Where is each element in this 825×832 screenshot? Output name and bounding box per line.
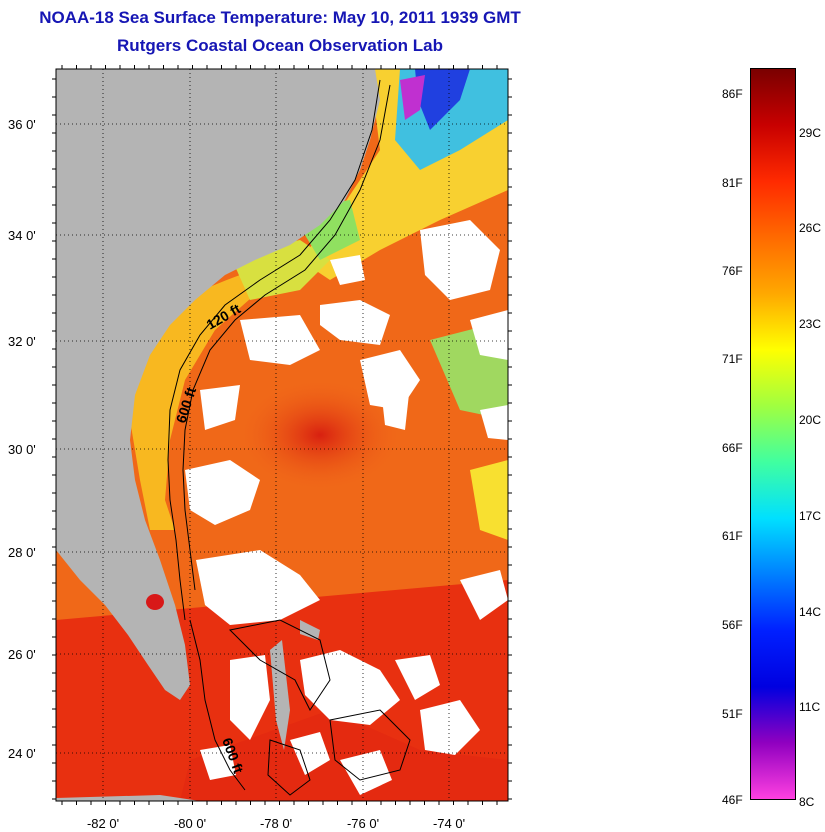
cloud-cover (185, 220, 508, 795)
lake-okeechobee (146, 594, 164, 610)
map-frame (55, 68, 509, 802)
colorbar-c-label: 26C (799, 221, 822, 235)
colorbar-f-label: 46F (722, 793, 743, 807)
colorbar-f-label: 76F (722, 264, 743, 278)
colorbar-c-label: 14C (799, 605, 822, 619)
sst-map: 36 0' 34 0' 32 0' 30 0' 28 0' 26 0' 24 0… (0, 60, 560, 832)
map-subtitle: Rutgers Coastal Ocean Observation Lab (117, 36, 443, 55)
lon-label: -76 0' (347, 816, 379, 831)
land-mainland (56, 69, 380, 700)
colorbar-f-label: 81F (722, 176, 743, 190)
lon-label: -74 0' (433, 816, 465, 831)
map-title: NOAA-18 Sea Surface Temperature: May 10,… (39, 8, 521, 27)
lat-label: 32 0' (8, 334, 36, 349)
colorbar-f-label: 71F (722, 352, 743, 366)
colorbar-c-label: 8C (799, 795, 815, 809)
colorbar-gradient (750, 68, 796, 800)
lat-label: 36 0' (8, 117, 36, 132)
colorbar-c-label: 17C (799, 509, 822, 523)
colorbar-f-label: 56F (722, 618, 743, 632)
colorbar-f-label: 66F (722, 441, 743, 455)
graticule (56, 69, 508, 801)
cold-water-north (415, 69, 470, 130)
bahamas-island (270, 640, 290, 750)
colorbar-c-label: 29C (799, 126, 822, 140)
lon-label: -82 0' (87, 816, 119, 831)
warm-eddy (240, 380, 400, 490)
colorbar-f-label: 61F (722, 529, 743, 543)
bathymetry-contours (167, 79, 411, 796)
lat-label: 26 0' (8, 647, 36, 662)
lon-label: -78 0' (260, 816, 292, 831)
temperature-colorbar: 86F 81F 76F 71F 66F 61F 56F 51F 46F 29C … (700, 60, 825, 810)
colorbar-f-label: 86F (722, 87, 743, 101)
lat-label: 34 0' (8, 228, 36, 243)
colorbar-c-label: 11C (799, 700, 821, 714)
axis-ticks (52, 65, 512, 805)
lat-label: 28 0' (8, 545, 36, 560)
colorbar-c-label: 20C (799, 413, 822, 427)
colorbar-f-label: 51F (722, 707, 743, 721)
colorbar-c-label: 23C (799, 317, 822, 331)
sst-image (56, 69, 508, 801)
lon-label: -80 0' (174, 816, 206, 831)
lat-label: 30 0' (8, 442, 36, 457)
lat-label: 24 0' (8, 746, 36, 761)
